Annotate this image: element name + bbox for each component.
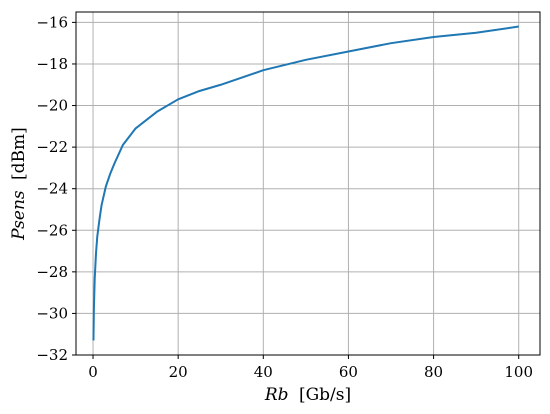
- y-tick-label: −18: [36, 55, 68, 73]
- y-tick-label: −20: [36, 97, 68, 115]
- y-axis-label-unit: [dBm]: [9, 127, 29, 180]
- y-tick-label: −24: [36, 180, 68, 198]
- y-tick-label: −32: [36, 346, 68, 364]
- y-tick-label: −28: [36, 263, 68, 281]
- y-tick-label: −30: [36, 304, 68, 322]
- plot-frame: [75, 11, 541, 356]
- y-axis-label-var: Psens: [9, 190, 29, 241]
- x-tick-label: 60: [339, 363, 358, 381]
- y-axis-label: Psens [dBm]: [9, 127, 29, 241]
- x-tick-label: 100: [504, 363, 533, 381]
- x-tick-label: 80: [424, 363, 443, 381]
- x-axis-label-var: Rb: [264, 385, 289, 405]
- x-tick-label: 0: [88, 363, 98, 381]
- x-tick-label: 40: [254, 363, 273, 381]
- x-axis-label: Rb [Gb/s]: [264, 385, 351, 405]
- series-line: [92, 25, 519, 341]
- y-tick-label: −26: [36, 221, 68, 239]
- y-tick-label: −16: [36, 13, 68, 31]
- x-tick-label: 20: [169, 363, 188, 381]
- x-axis-label-unit: [Gb/s]: [299, 385, 351, 405]
- y-tick-label: −22: [36, 138, 68, 156]
